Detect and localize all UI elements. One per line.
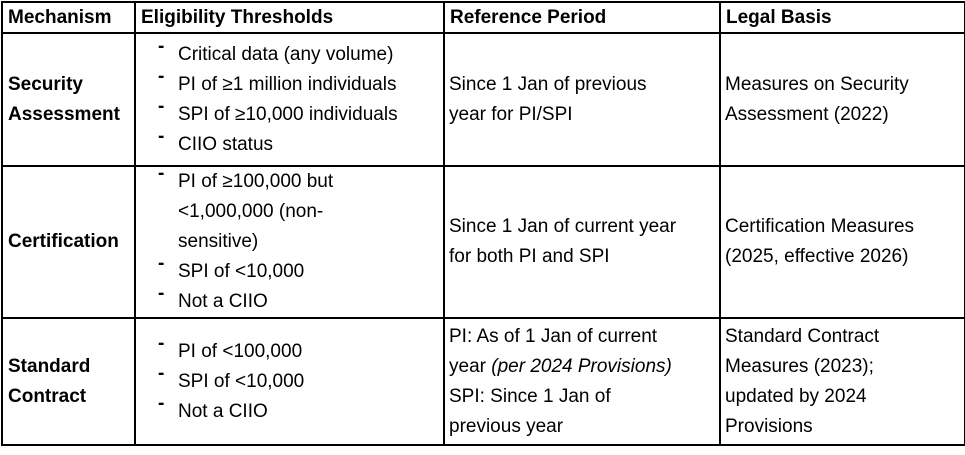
threshold-item: - Not a CIIO <box>137 393 442 427</box>
threshold-item: - Critical data (any volume) <box>137 36 442 70</box>
legal-line: Certification Measures <box>725 216 915 237</box>
dash-bullet-icon: - <box>158 283 165 304</box>
threshold-text: Not a CIIO <box>178 291 268 312</box>
threshold-item: - PI of ≥1 million individuals <box>137 66 442 100</box>
cell-mechanism: Certification <box>1 165 136 319</box>
threshold-item: - Not a CIIO <box>137 283 442 316</box>
legal-line: Assessment (2022) <box>725 103 889 125</box>
threshold-text: <1,000,000 (non- <box>178 201 324 222</box>
cell-legal-basis: Measures on Security Assessment (2022) <box>719 32 965 167</box>
threshold-text: CIIO status <box>178 133 274 155</box>
header-legal-basis: Legal Basis <box>719 1 965 34</box>
threshold-text: Critical data (any volume) <box>178 43 394 65</box>
dash-bullet-icon: - <box>158 392 165 414</box>
threshold-text: SPI of <10,000 <box>178 261 305 282</box>
dash-bullet-icon: - <box>158 65 165 87</box>
dash-bullet-icon: - <box>158 95 165 117</box>
threshold-item: - SPI of <10,000 <box>137 253 442 287</box>
row-standard-contract: Standard Contract - PI of <100,000 - SPI… <box>1 317 965 446</box>
header-row: Mechanism Eligibility Thresholds Referen… <box>1 1 965 34</box>
reference-line: year (per 2024 Provisions) <box>449 352 715 382</box>
legal-line: Measures on Security <box>725 73 909 95</box>
dash-bullet-icon: - <box>158 362 165 384</box>
reference-text: year <box>449 355 492 377</box>
cell-reference-period: PI: As of 1 Jan of current year (per 202… <box>443 317 721 446</box>
dash-bullet-icon: - <box>158 35 165 57</box>
row-security-assessment: Security Assessment - Critical data (any… <box>1 32 965 167</box>
mechanism-line: Assessment <box>8 103 120 125</box>
cell-reference-period: Since 1 Jan of current year for both PI … <box>443 165 721 319</box>
threshold-text: SPI of ≥10,000 individuals <box>178 103 398 125</box>
dash-bullet-icon: - <box>158 332 165 354</box>
reference-line: Since 1 Jan of previous <box>449 73 647 95</box>
dash-bullet-icon: - <box>158 253 165 274</box>
mechanism-line: Certification <box>8 231 119 252</box>
cell-eligibility-thresholds: - PI of ≥100,000 but <1,000,000 (non- se… <box>134 165 445 319</box>
threshold-text: PI of <100,000 <box>178 340 303 362</box>
threshold-item: - SPI of <10,000 <box>137 363 442 397</box>
threshold-text: sensitive) <box>178 231 259 252</box>
threshold-text: PI of ≥100,000 but <box>178 171 334 192</box>
cell-eligibility-thresholds: - Critical data (any volume) - PI of ≥1 … <box>134 32 445 167</box>
cell-legal-basis: Standard Contract Measures (2023); updat… <box>719 317 965 446</box>
header-reference-period: Reference Period <box>443 1 721 34</box>
reference-line: previous year <box>449 415 564 437</box>
legal-line: Measures (2023); <box>725 355 874 377</box>
legal-line: Standard Contract <box>725 325 880 347</box>
reference-line: PI: As of 1 Jan of current <box>449 325 658 347</box>
header-mechanism: Mechanism <box>1 1 136 34</box>
mechanism-line: Standard <box>8 355 91 377</box>
threshold-item: - CIIO status <box>137 126 442 160</box>
legal-line: Provisions <box>725 415 813 437</box>
cell-legal-basis: Certification Measures (2025, effective … <box>719 165 965 319</box>
transfer-mechanisms-table: Mechanism Eligibility Thresholds Referen… <box>1 1 965 446</box>
cell-eligibility-thresholds: - PI of <100,000 - SPI of <10,000 - Not … <box>134 317 445 446</box>
threshold-item: - PI of <100,000 <box>137 333 442 367</box>
cell-mechanism: Standard Contract <box>1 317 136 446</box>
mechanism-line: Security <box>8 73 83 95</box>
cell-mechanism: Security Assessment <box>1 32 136 167</box>
dash-bullet-icon: - <box>158 166 165 184</box>
reference-line: year for PI/SPI <box>449 103 573 125</box>
threshold-text: PI of ≥1 million individuals <box>178 73 397 95</box>
threshold-text: SPI of <10,000 <box>178 370 305 392</box>
reference-italic-note: (per 2024 Provisions) <box>491 355 672 377</box>
threshold-text: Not a CIIO <box>178 400 268 422</box>
header-eligibility-thresholds: Eligibility Thresholds <box>134 1 445 34</box>
dash-bullet-icon: - <box>158 125 165 147</box>
cell-reference-period: Since 1 Jan of previous year for PI/SPI <box>443 32 721 167</box>
reference-line: SPI: Since 1 Jan of <box>449 385 611 407</box>
reference-line: for both PI and SPI <box>449 246 610 267</box>
threshold-item: - PI of ≥100,000 but <1,000,000 (non- se… <box>137 166 442 257</box>
legal-line: updated by 2024 <box>725 385 867 407</box>
reference-line: Since 1 Jan of current year <box>449 216 677 237</box>
threshold-item: - SPI of ≥10,000 individuals <box>137 96 442 130</box>
row-certification: Certification - PI of ≥100,000 but <1,00… <box>1 165 965 319</box>
legal-line: (2025, effective 2026) <box>725 246 909 267</box>
mechanism-line: Contract <box>8 385 87 407</box>
